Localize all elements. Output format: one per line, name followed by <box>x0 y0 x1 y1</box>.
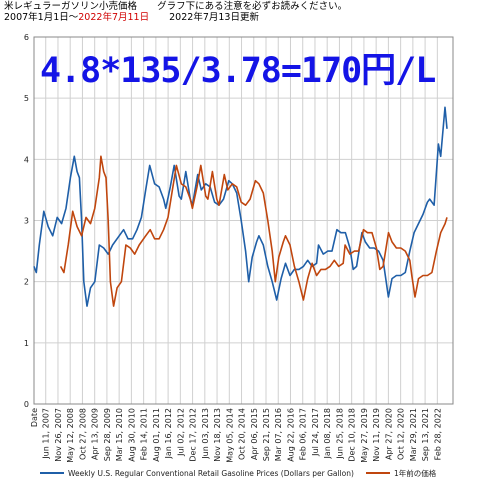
x-tick-label: Jul 24, 2017 <box>311 408 320 457</box>
chart-note: グラフ下にある注意を必ずお読みください。 <box>157 1 348 12</box>
header-line-2: 2007年1月1日～2022年7月11日 2022年7月13日更新 <box>4 12 259 23</box>
legend-label-year-ago: 1年前の価格 <box>394 468 437 478</box>
x-tick-label: Apr 27, 2020 <box>384 408 393 460</box>
y-tick-label: 1 <box>24 339 29 348</box>
x-tick-label: Aug 30, 2010 <box>127 408 136 462</box>
series-year-ago-price-line <box>59 155 448 307</box>
header-line-1: 米レギュラーガソリン小売価格 グラフ下にある注意を必ずお読みください。 <box>4 1 347 12</box>
x-tick-label: Sep 13, 2021 <box>421 408 430 461</box>
updated-date: 2022年7月13日更新 <box>169 12 259 23</box>
x-tick-label: Aug 22, 2016 <box>286 408 295 462</box>
period-end: 2022年7月11日 <box>78 12 150 23</box>
period-start: 2007年1月1日～ <box>4 12 79 23</box>
x-tick-label: Nov 26, 2007 <box>54 408 63 462</box>
plot-frame <box>33 36 454 405</box>
series-current-price-line <box>33 106 448 307</box>
x-tick-label: Jan 08, 2018 <box>323 408 332 460</box>
x-tick-label: Dec 10, 2018 <box>348 408 357 462</box>
x-axis-first-label: Date <box>30 408 39 427</box>
chart-title: 米レギュラーガソリン小売価格 <box>4 1 138 12</box>
x-tick-label: Oct 12, 2020 <box>397 408 406 460</box>
y-tick-label: 4 <box>24 155 29 164</box>
x-tick-label: May 27, 2019 <box>360 408 369 463</box>
y-tick-label: 5 <box>24 94 29 103</box>
x-tick-label: Jun 03, 2013 <box>201 408 210 460</box>
y-tick-label: 6 <box>24 33 29 42</box>
x-tick-label: Mar 29, 2021 <box>409 408 418 461</box>
legend-label-current: Weekly U.S. Regular Conventional Retail … <box>68 469 354 478</box>
x-tick-label: Aug 01, 2011 <box>152 408 161 462</box>
x-tick-label: Nov 11, 2019 <box>372 408 381 462</box>
x-tick-label: May 05, 2014 <box>225 408 234 463</box>
price-formula: 4.8*135/3.78=170円/L <box>40 51 436 91</box>
x-tick-label: Apr 06, 2015 <box>250 408 259 460</box>
x-tick-label: Jan 16, 2012 <box>164 408 173 460</box>
y-tick-label: 2 <box>24 278 29 287</box>
x-tick-label: Jun 25, 2018 <box>335 408 344 460</box>
x-tick-label: Feb 06, 2017 <box>299 408 308 460</box>
x-tick-label: Sep 28, 2009 <box>103 408 112 461</box>
x-tick-label: Sep 21, 2015 <box>262 408 271 461</box>
x-tick-label: Mar 07, 2016 <box>274 408 283 461</box>
y-tick-label: 3 <box>24 217 29 226</box>
x-tick-label: Nov 18, 2013 <box>213 408 222 462</box>
x-tick-label: Jul 02, 2012 <box>176 408 185 457</box>
x-tick-label: Oct 27, 2008 <box>78 408 87 460</box>
x-tick-label: Dec 17, 2012 <box>189 408 198 462</box>
x-tick-label: Oct 20, 2014 <box>238 408 247 460</box>
x-tick-label: Jun 11, 2007 <box>42 408 51 460</box>
x-tick-label: Mar 15, 2010 <box>115 408 124 461</box>
x-tick-label: Apr 13, 2009 <box>91 408 100 460</box>
y-tick-label: 0 <box>24 400 29 409</box>
x-tick-label: May 12, 2008 <box>66 408 75 463</box>
x-tick-label: Feb 28, 2022 <box>433 408 442 460</box>
x-tick-label: Feb 14, 2011 <box>140 408 149 460</box>
